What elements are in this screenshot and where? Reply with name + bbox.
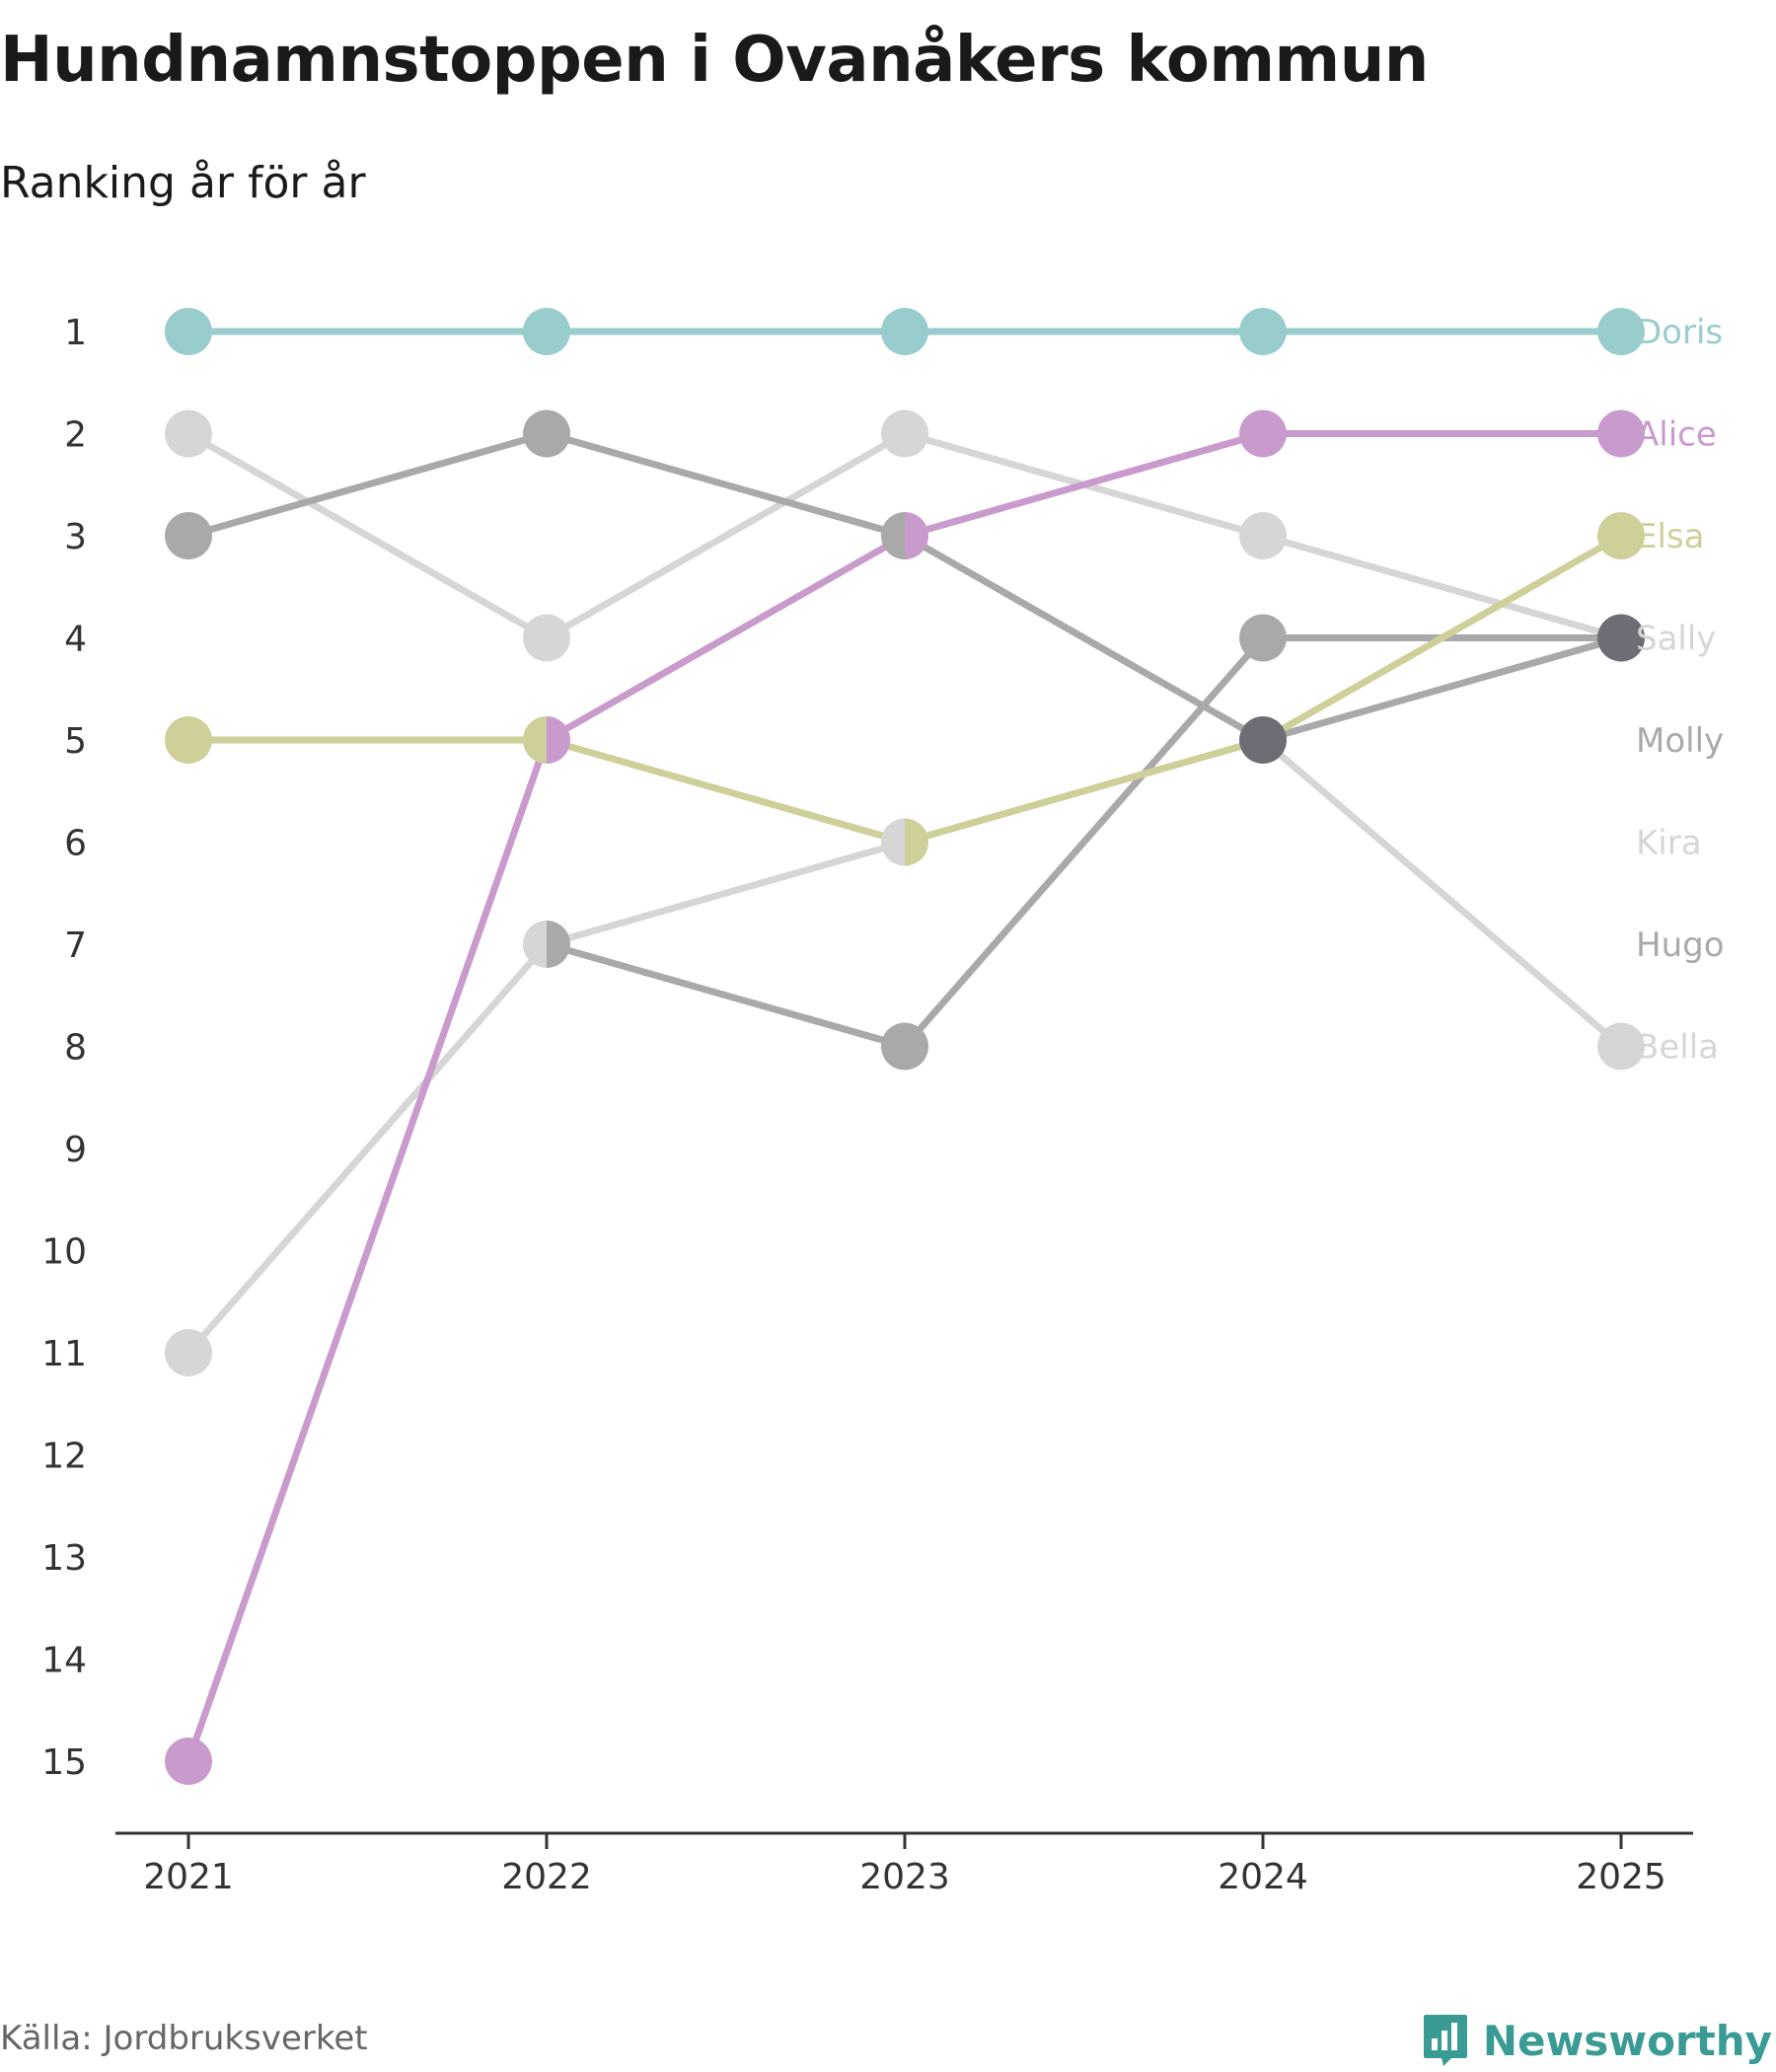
y-tick-label-8: 8	[64, 1028, 87, 1069]
point-2023-rank-1-doris	[881, 308, 928, 355]
point-2025-rank-8-kira	[1597, 1022, 1645, 1071]
series-line-elsa	[185, 532, 1625, 846]
point-2024-rank-2-alice	[1239, 409, 1287, 458]
point-2023-rank-3-hugo	[881, 512, 905, 559]
y-tick-label-14: 14	[41, 1641, 87, 1681]
point-2021-rank-1-doris	[165, 308, 212, 355]
series-line-hugo	[185, 430, 1625, 744]
point-2022-rank-5-alice	[547, 716, 570, 764]
point-2023-rank-2-bella	[881, 409, 928, 458]
point-2022-rank-1-doris	[523, 308, 570, 355]
end-label-hugo: Hugo	[1636, 925, 1725, 965]
point-2022-rank-7-kira	[523, 921, 547, 968]
point-2021-rank-3-hugo	[165, 512, 212, 559]
chart-title: Hundnamnstoppen i Ovanåkers kommun	[0, 24, 1429, 97]
x-axis-ticks: 2021 2022 2023 2024 2025	[143, 1833, 1666, 1897]
point-2024-rank-4-molly	[1239, 614, 1287, 662]
y-tick-label-15: 15	[41, 1742, 87, 1783]
point-2023-rank-8-molly	[881, 1022, 928, 1071]
point-2024-rank-1-doris	[1239, 308, 1287, 355]
y-tick-label-11: 11	[41, 1334, 87, 1374]
end-label-kira: Kira	[1636, 824, 1702, 863]
y-tick-label-4: 4	[64, 620, 87, 660]
point-2025-rank-4-tie	[1597, 614, 1645, 662]
x-tick-label-2021: 2021	[143, 1857, 234, 1897]
newsworthy-logo-icon	[1423, 2015, 1467, 2066]
point-2025-rank-2-alice	[1597, 409, 1645, 458]
y-tick-label-9: 9	[64, 1130, 87, 1170]
end-label-elsa: Elsa	[1636, 517, 1704, 556]
end-label-sally: Sally	[1636, 620, 1716, 659]
point-2022-rank-4-bella	[523, 614, 570, 662]
y-tick-label-13: 13	[41, 1538, 87, 1579]
brand-name: Newsworthy	[1482, 2016, 1772, 2065]
point-2025-rank-3-elsa	[1597, 512, 1645, 559]
x-tick-label-2022: 2022	[501, 1857, 592, 1897]
point-2023-rank-6-elsa	[905, 818, 929, 866]
end-label-alice: Alice	[1636, 415, 1717, 455]
x-tick-label-2024: 2024	[1218, 1857, 1308, 1897]
point-2024-rank-5-tie	[1239, 716, 1287, 764]
series-line-molly	[543, 634, 1625, 1050]
series-points	[165, 308, 1645, 1785]
source-note: Källa: Jordbruksverket	[0, 2019, 368, 2058]
point-2022-rank-5-elsa	[523, 716, 547, 764]
point-2023-rank-6-kira	[881, 818, 905, 866]
end-label-molly: Molly	[1636, 721, 1724, 761]
point-2021-rank-5-elsa	[165, 716, 212, 764]
point-2025-rank-1-doris	[1597, 308, 1645, 355]
point-2022-rank-7-molly	[547, 921, 570, 968]
point-2021-rank-2-bella	[165, 409, 212, 458]
y-tick-label-12: 12	[41, 1437, 87, 1477]
point-2024-rank-3-bella	[1239, 512, 1287, 559]
end-label-bella: Bella	[1636, 1028, 1719, 1068]
point-2023-rank-3-alice	[905, 512, 928, 559]
y-tick-label-6: 6	[64, 824, 87, 864]
x-tick-label-2025: 2025	[1576, 1857, 1666, 1897]
y-tick-label-3: 3	[64, 517, 87, 557]
point-2022-rank-2-hugo	[523, 409, 570, 458]
x-tick-label-2023: 2023	[859, 1857, 950, 1897]
point-2021-rank-11-kira	[165, 1329, 212, 1376]
end-labels: Doris Alice Elsa Sally Molly Kira Hugo Bella	[1636, 313, 1725, 1068]
chart-subtitle: Ranking år för år	[0, 158, 366, 208]
point-2021-rank-15-alice	[165, 1738, 212, 1785]
y-tick-label-10: 10	[41, 1232, 87, 1273]
brand-logo[interactable]: Newsworthy	[1422, 2013, 1772, 2068]
end-label-doris: Doris	[1636, 313, 1723, 352]
y-tick-label-1: 1	[64, 313, 87, 353]
y-tick-label-2: 2	[64, 415, 87, 456]
y-tick-label-5: 5	[64, 721, 87, 762]
y-tick-label-7: 7	[64, 925, 87, 966]
series-line-alice	[185, 430, 1625, 1765]
